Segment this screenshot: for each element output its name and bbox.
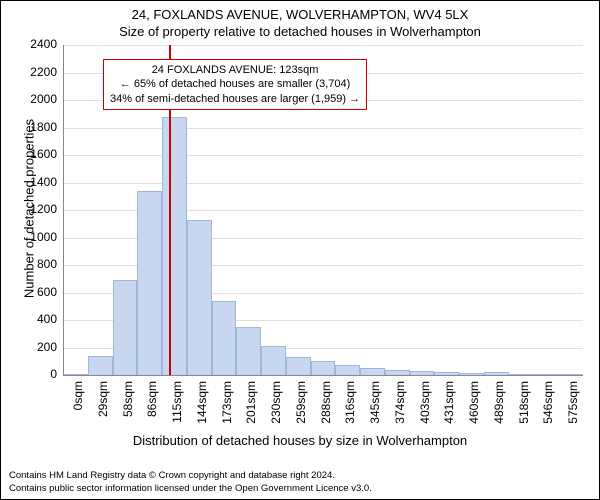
ytick-label: 1000 — [23, 230, 57, 244]
xtick-label: 230sqm — [269, 381, 283, 431]
xtick-label: 575sqm — [566, 381, 580, 431]
xtick-label: 518sqm — [517, 381, 531, 431]
info-line-3: 34% of semi-detached houses are larger (… — [110, 92, 360, 106]
ytick-label: 0 — [23, 367, 57, 381]
info-box: 24 FOXLANDS AVENUE: 123sqm ← 65% of deta… — [103, 59, 367, 110]
histogram-bar — [236, 327, 261, 375]
xtick-label: 144sqm — [195, 381, 209, 431]
xtick-label: 374sqm — [393, 381, 407, 431]
x-axis-label: Distribution of detached houses by size … — [1, 433, 599, 448]
histogram-bar — [113, 280, 138, 375]
ytick-label: 2200 — [23, 65, 57, 79]
xtick-label: 546sqm — [541, 381, 555, 431]
xtick-label: 345sqm — [368, 381, 382, 431]
xtick-label: 201sqm — [244, 381, 258, 431]
histogram-bar — [335, 365, 360, 375]
gridline — [63, 45, 583, 46]
gridline — [63, 128, 583, 129]
xtick-label: 431sqm — [442, 381, 456, 431]
ytick-label: 1800 — [23, 120, 57, 134]
xtick-label: 86sqm — [145, 381, 159, 431]
histogram-bar — [88, 356, 113, 375]
histogram-bar — [162, 117, 187, 376]
info-line-2: ← 65% of detached houses are smaller (3,… — [110, 77, 360, 91]
ytick-label: 2400 — [23, 37, 57, 51]
xtick-label: 173sqm — [220, 381, 234, 431]
footer-line-1: Contains HM Land Registry data © Crown c… — [9, 470, 372, 482]
xtick-label: 316sqm — [343, 381, 357, 431]
xtick-label: 288sqm — [319, 381, 333, 431]
footer-line-2: Contains public sector information licen… — [9, 483, 372, 495]
histogram-bar — [212, 301, 237, 375]
gridline — [63, 155, 583, 156]
xtick-label: 460sqm — [467, 381, 481, 431]
ytick-label: 800 — [23, 257, 57, 271]
gridline — [63, 183, 583, 184]
info-line-1: 24 FOXLANDS AVENUE: 123sqm — [110, 63, 360, 77]
ytick-label: 2000 — [23, 92, 57, 106]
chart-container: 24, FOXLANDS AVENUE, WOLVERHAMPTON, WV4 … — [0, 0, 600, 500]
ytick-label: 400 — [23, 312, 57, 326]
y-axis-line — [63, 45, 64, 375]
histogram-bar — [360, 368, 385, 375]
ytick-label: 1600 — [23, 147, 57, 161]
ytick-label: 600 — [23, 285, 57, 299]
chart-title-line1: 24, FOXLANDS AVENUE, WOLVERHAMPTON, WV4 … — [1, 1, 599, 22]
x-axis-line — [63, 375, 583, 376]
xtick-label: 115sqm — [170, 381, 184, 431]
ytick-label: 1200 — [23, 202, 57, 216]
xtick-label: 403sqm — [418, 381, 432, 431]
histogram-bar — [261, 346, 286, 375]
xtick-label: 58sqm — [121, 381, 135, 431]
xtick-label: 29sqm — [96, 381, 110, 431]
ytick-label: 200 — [23, 340, 57, 354]
footer: Contains HM Land Registry data © Crown c… — [9, 470, 372, 495]
histogram-bar — [286, 357, 311, 375]
histogram-bar — [311, 361, 336, 375]
histogram-bar — [137, 191, 162, 375]
chart-title-line2: Size of property relative to detached ho… — [1, 22, 599, 39]
xtick-label: 259sqm — [294, 381, 308, 431]
ytick-label: 1400 — [23, 175, 57, 189]
xtick-label: 489sqm — [492, 381, 506, 431]
histogram-bar — [187, 220, 212, 375]
xtick-label: 0sqm — [71, 381, 85, 431]
